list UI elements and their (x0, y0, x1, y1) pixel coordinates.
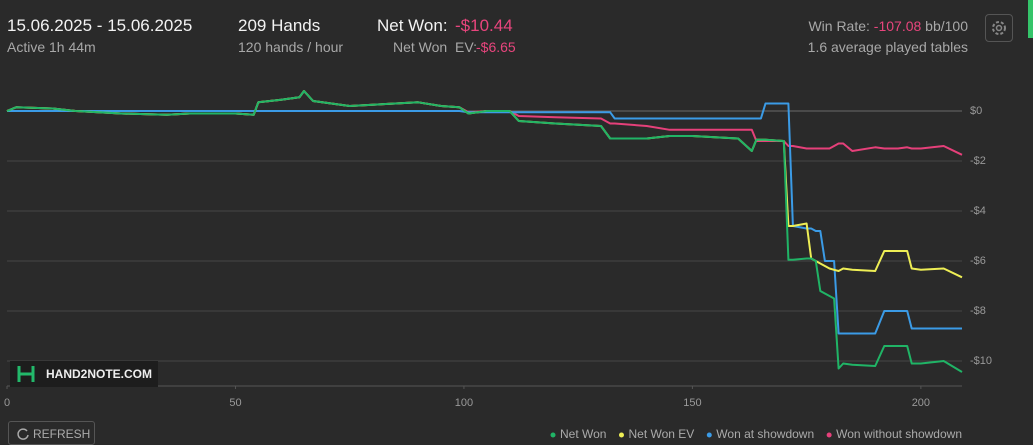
x-tick-label: 150 (683, 397, 701, 409)
y-tick-label: $0 (970, 105, 982, 117)
legend-label: Won at showdown (716, 427, 814, 441)
legend-label: Net Won EV (628, 427, 694, 441)
legend-marker (826, 432, 832, 438)
logo-text: HAND2NOTE.COM (46, 367, 153, 381)
net-won-label: Net Won: (377, 16, 448, 35)
active-time: Active 1h 44m (7, 39, 96, 55)
win-rate-unit: bb/100 (925, 18, 968, 34)
y-tick-label: -$8 (970, 305, 986, 317)
y-tick-label: -$2 (970, 155, 986, 167)
series-line (6, 90, 963, 373)
legend-marker (550, 432, 556, 438)
refresh-icon (17, 428, 29, 440)
logo-icon (17, 366, 35, 382)
gear-icon (992, 21, 1006, 35)
x-tick-label: 50 (229, 397, 241, 409)
win-rate-label: Win Rate: (808, 18, 870, 34)
x-tick-label: 200 (912, 397, 930, 409)
legend-marker (618, 432, 624, 438)
date-range: 15.06.2025 - 15.06.2025 (7, 16, 193, 35)
refresh-label: REFRESH (33, 427, 91, 441)
win-rate: Win Rate: -107.08 bb/100 (808, 18, 968, 34)
y-tick-label: -$10 (970, 355, 992, 367)
x-tick-label: 0 (4, 397, 10, 409)
refresh-button[interactable]: REFRESH (8, 421, 95, 445)
series-line (7, 102, 962, 335)
hands-rate: 120 hands / hour (238, 39, 344, 55)
logo: HAND2NOTE.COM (10, 361, 158, 387)
hands: 209 Hands (238, 16, 321, 35)
net-won-value: -$10.44 (455, 16, 513, 35)
x-tick-label: 100 (455, 397, 473, 409)
y-tick-label: -$4 (970, 205, 986, 217)
net-won-ev-label: Net Won EV: (393, 39, 478, 55)
tables: 1.6 average played tables (807, 39, 968, 55)
series-line (6, 90, 963, 156)
status-bar (1028, 0, 1033, 38)
legend-label: Net Won (560, 427, 606, 441)
series-line (6, 90, 963, 279)
settings-button[interactable] (985, 14, 1013, 42)
legend-label: Won without showdown (836, 427, 962, 441)
net-won-ev-value: -$6.65 (476, 39, 516, 55)
legend-marker (706, 432, 712, 438)
y-tick-label: -$6 (970, 255, 986, 267)
win-rate-value: -107.08 (873, 18, 922, 34)
